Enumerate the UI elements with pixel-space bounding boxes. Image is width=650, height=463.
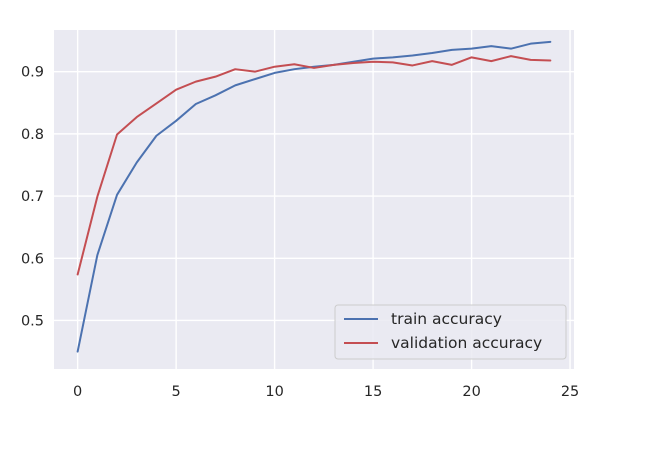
- x-tick-label: 20: [462, 384, 480, 400]
- legend-label-train: train accuracy: [391, 310, 502, 328]
- x-tick-label: 10: [265, 384, 283, 400]
- x-tick-label: 0: [73, 384, 82, 400]
- x-tick-label: 25: [561, 384, 579, 400]
- legend-label-validation: validation accuracy: [391, 334, 542, 352]
- legend: train accuracy validation accuracy: [334, 304, 567, 360]
- x-tick-label: 15: [364, 384, 382, 400]
- y-tick-label: 0.8: [21, 127, 44, 143]
- train-accuracy-line: [76, 40, 552, 353]
- grid: [54, 30, 574, 369]
- y-tick-label: 0.9: [21, 65, 44, 81]
- tick-labels: 0 5 10 15 20 25 0.5 0.6 0.7 0.8 0.9: [21, 65, 579, 400]
- y-tick-label: 0.6: [21, 251, 44, 267]
- x-tick-label: 5: [172, 384, 181, 400]
- legend-box: [334, 304, 567, 360]
- validation-accuracy-line: [76, 55, 552, 276]
- y-tick-label: 0.7: [21, 189, 44, 205]
- series-lines: [76, 40, 552, 353]
- y-tick-label: 0.5: [21, 313, 44, 329]
